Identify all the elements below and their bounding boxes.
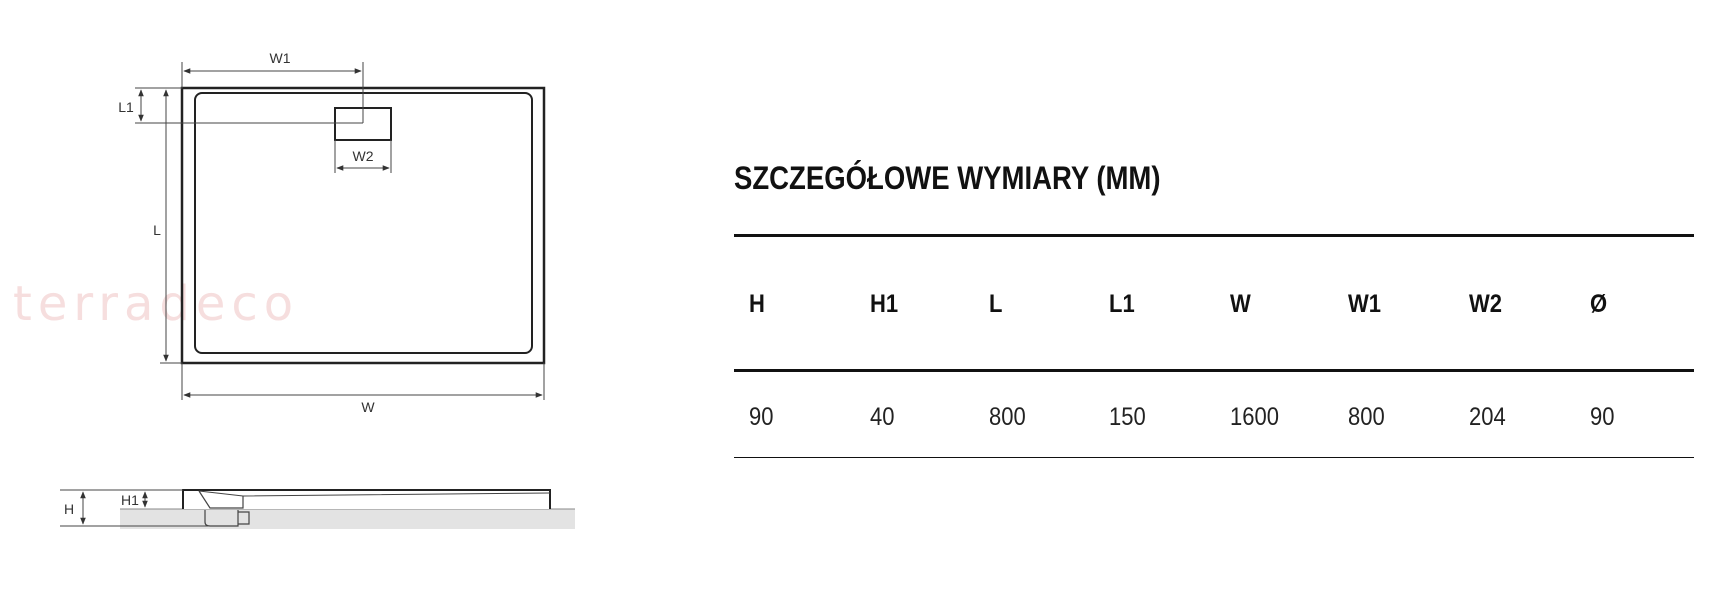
table-cell: 800	[989, 403, 1026, 431]
label-w: W	[361, 399, 375, 415]
column-header: W	[1230, 290, 1251, 318]
table-header-rule	[734, 369, 1694, 372]
label-h: H	[64, 501, 74, 517]
tray-side-profile	[182, 489, 551, 509]
shower-tray-diagram: terradeco W1 L1 L W2 W H H1	[13, 50, 575, 529]
table-cell: 1600	[1230, 403, 1279, 431]
column-header: L1	[1109, 290, 1135, 318]
watermark: terradeco	[13, 276, 299, 332]
column-header: W2	[1469, 290, 1502, 318]
table-cell: 90	[1590, 403, 1615, 431]
column-header: Ø	[1590, 290, 1608, 318]
table-cell: 150	[1109, 403, 1146, 431]
table-top-rule	[734, 234, 1694, 237]
dimensions-title: SZCZEGÓŁOWE WYMIARY (MM)	[734, 160, 1161, 196]
column-header: W1	[1348, 290, 1381, 318]
floor	[120, 509, 575, 529]
label-l: L	[153, 222, 161, 238]
table-cell: 204	[1469, 403, 1506, 431]
label-l1: L1	[118, 99, 134, 115]
label-w1: W1	[270, 50, 291, 66]
column-header: L	[989, 290, 1003, 318]
table-cell: 40	[870, 403, 895, 431]
dimension-lines	[135, 62, 545, 400]
column-header: H1	[870, 290, 899, 318]
side-dimension-lines	[60, 489, 210, 527]
label-h1: H1	[121, 492, 139, 508]
column-header: H	[749, 290, 765, 318]
table-cell: 800	[1348, 403, 1385, 431]
label-w2: W2	[353, 148, 374, 164]
table-bottom-rule	[734, 457, 1694, 458]
table-cell: 90	[749, 403, 774, 431]
